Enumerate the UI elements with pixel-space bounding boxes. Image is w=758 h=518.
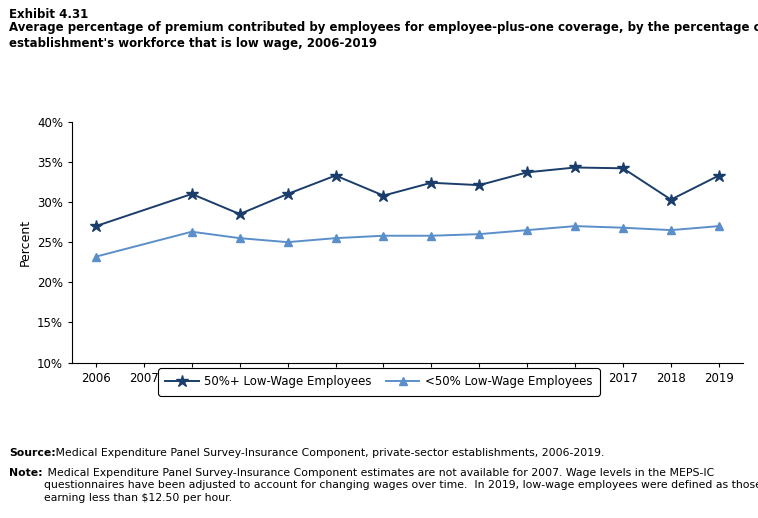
Text: Source:: Source: [9, 448, 56, 458]
Text: Medical Expenditure Panel Survey-Insurance Component, private-sector establishme: Medical Expenditure Panel Survey-Insuran… [52, 448, 604, 458]
Y-axis label: Percent: Percent [18, 219, 31, 266]
Text: Average percentage of premium contributed by employees for employee-plus-one cov: Average percentage of premium contribute… [9, 21, 758, 50]
Text: Medical Expenditure Panel Survey-Insurance Component estimates are not available: Medical Expenditure Panel Survey-Insuran… [44, 468, 758, 502]
Text: Note:: Note: [9, 468, 42, 478]
Text: Exhibit 4.31: Exhibit 4.31 [9, 8, 89, 21]
Legend: 50%+ Low-Wage Employees, <50% Low-Wage Employees: 50%+ Low-Wage Employees, <50% Low-Wage E… [158, 368, 600, 396]
